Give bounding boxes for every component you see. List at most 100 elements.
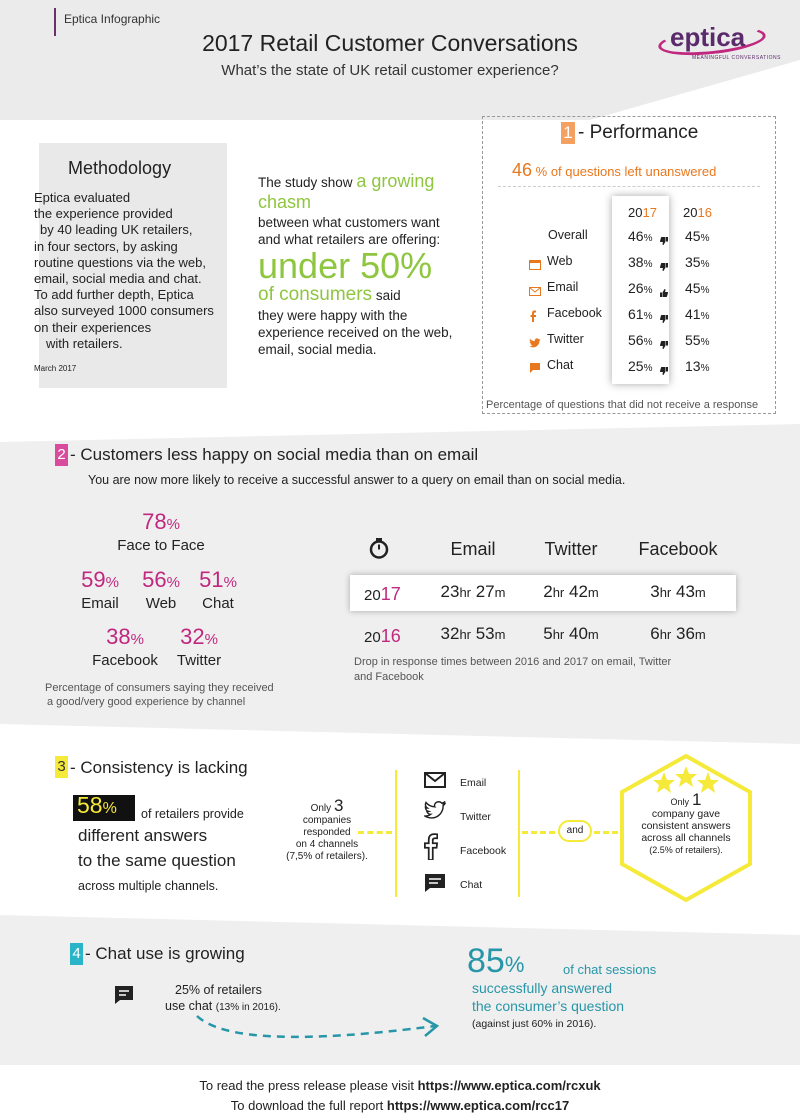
performance-2017-value: 56% bbox=[628, 332, 653, 348]
performance-2017-value: 38% bbox=[628, 254, 653, 270]
performance-2016-value: 45% bbox=[685, 280, 710, 296]
performance-2017-value: 61% bbox=[628, 306, 653, 322]
stopwatch-icon bbox=[368, 537, 390, 559]
big-58-badge bbox=[73, 795, 135, 821]
footer-press: To read the press release please visit h… bbox=[199, 1078, 601, 1093]
response-time-year: 2017 bbox=[364, 584, 401, 604]
performance-row: Chat 25% 13% bbox=[0, 358, 800, 378]
performance-row-label: Web bbox=[547, 254, 573, 268]
performance-number: 1 bbox=[561, 122, 575, 144]
page-subtitle: What’s the state of UK retail customer e… bbox=[221, 62, 559, 79]
performance-row-label: Chat bbox=[547, 358, 574, 372]
performance-2016-value: 35% bbox=[685, 254, 710, 270]
header-divider bbox=[54, 8, 56, 36]
channel-label: Email bbox=[460, 777, 487, 789]
experience-stat: 59% Email bbox=[81, 567, 119, 613]
chat-icon bbox=[113, 984, 135, 1006]
consistency-hexagon bbox=[616, 752, 756, 904]
chat-icon bbox=[424, 873, 446, 898]
section2-heading: - Customers less happy on social media t… bbox=[70, 445, 479, 464]
twitter-icon bbox=[422, 800, 447, 824]
study-big-stat: under 50% bbox=[258, 245, 433, 286]
and-badge: and bbox=[558, 820, 592, 842]
performance-heading: - Performance bbox=[578, 122, 699, 143]
performance-2017-value: 26% bbox=[628, 280, 653, 296]
section4-number: 4 bbox=[70, 943, 83, 965]
thumbs-down-icon bbox=[659, 362, 668, 380]
section3-heading: - Consistency is lacking bbox=[70, 758, 248, 777]
performance-2016-value: 41% bbox=[685, 306, 710, 322]
channels-bracket bbox=[395, 770, 397, 897]
performance-box bbox=[482, 116, 776, 414]
chat-success-big: 85% bbox=[467, 942, 525, 980]
section4-band bbox=[0, 915, 800, 1065]
footer-report: To download the full report https://www.… bbox=[230, 1098, 570, 1113]
performance-row-label: Email bbox=[547, 280, 579, 294]
performance-row: Email 26% 45% bbox=[0, 280, 800, 300]
channel-label: Facebook bbox=[460, 845, 507, 857]
methodology-box bbox=[25, 143, 210, 388]
thumbs-down-icon bbox=[659, 232, 668, 250]
performance-2017-column bbox=[612, 196, 669, 384]
performance-2016-value: 13% bbox=[685, 358, 710, 374]
email-icon bbox=[529, 283, 541, 301]
channels-bracket-right bbox=[518, 770, 520, 897]
thumbs-down-icon bbox=[659, 336, 668, 354]
methodology-text: Eptica evaluated the experience provided b… bbox=[34, 190, 214, 351]
response-time-column-header: Twitter bbox=[544, 539, 598, 559]
performance-stat-underline bbox=[498, 186, 760, 187]
press-release-link[interactable]: https://www.eptica.com/rcxuk bbox=[417, 1078, 601, 1093]
response-time-column-header: Email bbox=[450, 539, 496, 559]
performance-year-2016: 2016 bbox=[683, 205, 712, 220]
experience-stat: 78% Face to Face bbox=[117, 509, 205, 555]
thumbs-down-icon bbox=[659, 310, 668, 328]
chat-icon bbox=[529, 361, 541, 379]
email-icon bbox=[424, 772, 446, 793]
performance-2017-value: 25% bbox=[628, 358, 653, 374]
twitter-icon bbox=[529, 335, 541, 353]
thumbs-up-icon bbox=[660, 284, 669, 302]
performance-2017-value: 46% bbox=[628, 228, 653, 244]
methodology-date: March 2017 bbox=[34, 364, 77, 373]
section4-heading: - Chat use is growing bbox=[85, 944, 245, 963]
performance-row: Facebook 61% 41% bbox=[0, 306, 800, 326]
performance-row-label: Twitter bbox=[547, 332, 584, 346]
response-time-value: 6hr 36m bbox=[650, 624, 706, 643]
performance-row: Twitter 56% 55% bbox=[0, 332, 800, 352]
page-title: 2017 Retail Customer Conversations bbox=[202, 30, 578, 56]
facebook-icon bbox=[529, 309, 537, 327]
performance-caption: Percentage of questions that did not rec… bbox=[486, 399, 759, 411]
performance-row: Web 38% 35% bbox=[0, 254, 800, 274]
response-time-year: 2016 bbox=[364, 626, 401, 646]
experience-stat: 51% Chat bbox=[199, 567, 237, 613]
performance-2016-value: 45% bbox=[685, 228, 710, 244]
section3-number: 3 bbox=[55, 756, 68, 778]
star-icon bbox=[653, 772, 675, 793]
star-icon bbox=[675, 766, 697, 787]
response-time-value: 5hr 40m bbox=[543, 624, 599, 643]
only3-block: Only 3 companies responded on 4 channels (7… bbox=[286, 796, 368, 862]
thumbs-down-icon bbox=[659, 258, 668, 276]
header-tag: Eptica Infographic bbox=[64, 12, 161, 26]
chat-usage: 25% of retailers use chat (13% in 2016). bbox=[165, 983, 281, 1013]
response-time-column-header: Facebook bbox=[638, 539, 718, 559]
response-time-value: 3hr 43m bbox=[650, 582, 706, 601]
growth-arrow bbox=[195, 1012, 445, 1052]
performance-row-label: Overall bbox=[548, 228, 588, 242]
response-time-value: 23hr 27m bbox=[440, 582, 506, 601]
full-report-link[interactable]: https://www.eptica.com/rcc17 bbox=[386, 1098, 570, 1113]
performance-2016-value: 55% bbox=[685, 332, 710, 348]
big-58-stat: 58% bbox=[77, 792, 117, 818]
channel-label: Twitter bbox=[460, 811, 491, 823]
methodology-heading: Methodology bbox=[68, 158, 172, 178]
methodology-panel bbox=[25, 143, 227, 388]
section2-subheading: You are now more likely to receive a suc… bbox=[88, 473, 626, 487]
star-icon bbox=[697, 772, 719, 793]
performance-row: Overall 46% 45% bbox=[0, 228, 800, 248]
hexagon-text: Only 1 company gave consistent answers acr… bbox=[641, 790, 731, 855]
section2-number: 2 bbox=[55, 444, 68, 466]
channel-label: Chat bbox=[460, 879, 483, 891]
experience-stat: 38% Facebook bbox=[92, 624, 158, 670]
web-icon bbox=[529, 257, 541, 275]
experience-caption: Percentage of consumers saying they rece… bbox=[45, 682, 274, 708]
